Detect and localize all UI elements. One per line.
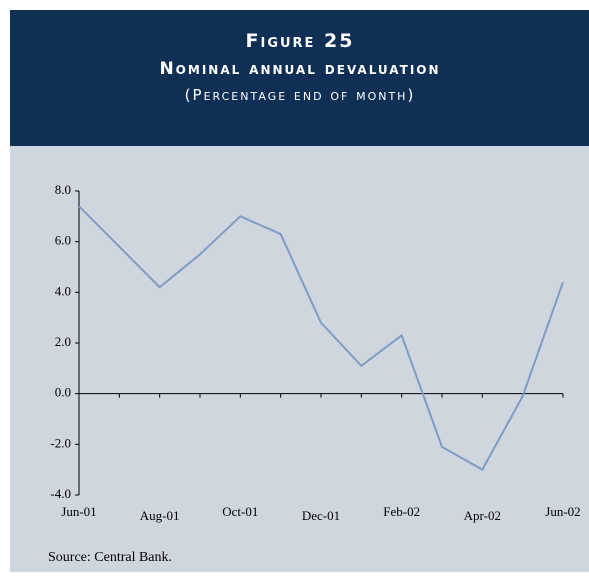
x-tick-label: Jun-01 <box>61 504 96 519</box>
y-tick-label: -2.0 <box>50 435 71 450</box>
y-tick-label: 8.0 <box>55 182 71 197</box>
source-note: Source: Central Bank. <box>48 550 172 565</box>
y-tick-label: -4.0 <box>50 486 71 501</box>
x-tick-label: Aug-01 <box>140 508 180 523</box>
unit-label: (Percentage end of month) <box>185 86 416 104</box>
x-tick-label: Dec-01 <box>302 508 340 523</box>
chart-background <box>10 146 589 572</box>
x-tick-label: Oct-01 <box>222 504 258 519</box>
y-tick-label: 2.0 <box>55 334 71 349</box>
y-tick-label: 6.0 <box>55 233 71 248</box>
x-tick-label: Feb-02 <box>383 504 420 519</box>
x-tick-label: Apr-02 <box>464 508 501 523</box>
chart-title: Figure 25 <box>246 30 355 52</box>
y-tick-label: 0.0 <box>55 385 71 400</box>
chart-subtitle: Nominal annual devaluation <box>159 59 440 79</box>
header-band <box>10 10 589 146</box>
y-tick-label: 4.0 <box>55 283 71 298</box>
x-tick-label: Jun-02 <box>545 504 580 519</box>
data-line <box>78 205 564 472</box>
